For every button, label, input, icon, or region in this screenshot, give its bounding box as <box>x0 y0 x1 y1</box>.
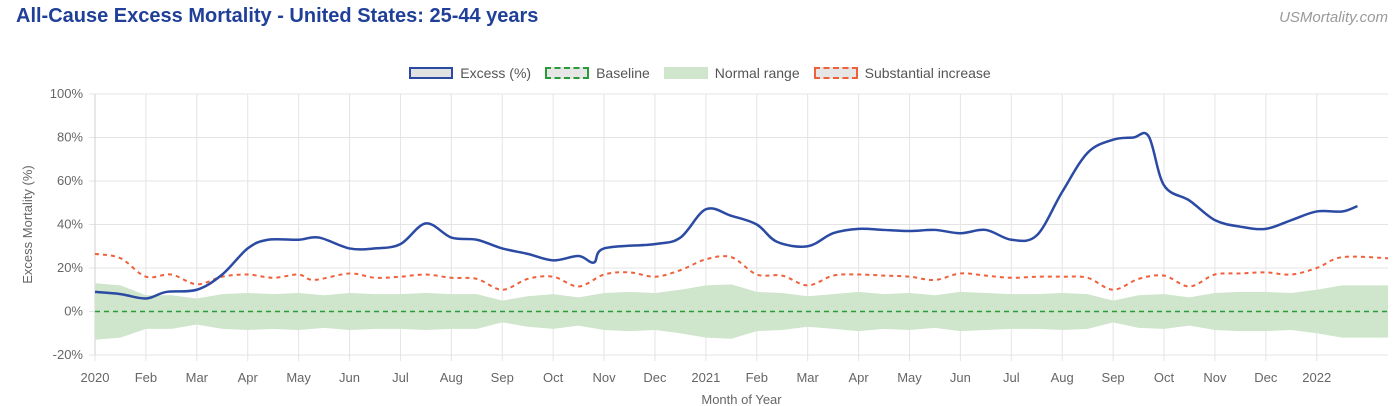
legend-swatch-normal-range <box>663 67 708 79</box>
x-axis-ticks: 2020 Feb Mar Apr May Jun Jul Aug Sep Oct Nov Dec 202… <box>81 370 1332 385</box>
x-tick-label: Dec <box>1254 370 1278 385</box>
excess-line[interactable] <box>94 131 1358 300</box>
x-tick-label: Jun <box>339 370 360 385</box>
x-tick-label: Mar <box>186 370 209 385</box>
series-layer <box>94 131 1389 313</box>
x-tick-label: May <box>897 370 922 385</box>
legend: Excess (%) Baseline Normal range Substan… <box>0 65 1400 81</box>
x-tick-label: Jul <box>1003 370 1020 385</box>
chart-title: All-Cause Excess Mortality - United Stat… <box>16 5 539 27</box>
brand-label[interactable]: USMortality.com <box>1279 9 1388 26</box>
x-tick-label: Oct <box>1154 370 1175 385</box>
x-tick-label: Sep <box>1102 370 1125 385</box>
y-tick-label: -20% <box>53 347 84 362</box>
x-tick-label: Nov <box>592 370 616 385</box>
y-tick-label: 60% <box>57 173 83 188</box>
y-tick-label: 0% <box>64 304 83 319</box>
legend-swatch-excess <box>409 67 454 79</box>
legend-item-excess[interactable]: Excess (%) <box>409 65 531 81</box>
y-axis-title: Excess Mortality (%) <box>20 165 35 283</box>
x-tick-label: Aug <box>440 370 463 385</box>
x-tick-label: Dec <box>643 370 667 385</box>
normal-range-band <box>95 283 1388 340</box>
x-tick-label: Jul <box>392 370 409 385</box>
y-tick-label: 100% <box>50 86 84 101</box>
x-tick-label: Jun <box>950 370 971 385</box>
legend-label-baseline: Baseline <box>596 65 650 81</box>
x-tick-label: Feb <box>746 370 768 385</box>
y-tick-label: 20% <box>57 260 83 275</box>
x-tick-label: 2022 <box>1302 370 1331 385</box>
x-tick-label: Sep <box>491 370 514 385</box>
legend-item-substantial[interactable]: Substantial increase <box>813 65 991 81</box>
x-tick-label: 2020 <box>81 370 110 385</box>
x-axis-title: Month of Year <box>701 392 782 406</box>
legend-label-substantial: Substantial increase <box>864 65 991 81</box>
x-tick-label: Mar <box>796 370 819 385</box>
legend-label-excess: Excess (%) <box>460 65 532 81</box>
normal-range-band-layer <box>95 283 1388 340</box>
x-tick-label: Aug <box>1051 370 1074 385</box>
x-tick-label: May <box>286 370 311 385</box>
y-tick-label: 40% <box>57 217 83 232</box>
x-tick-label: Oct <box>543 370 564 385</box>
legend-item-baseline[interactable]: Baseline <box>545 65 650 81</box>
y-axis-ticks: -20% 0% 20% 40% 60% 80% 100% <box>50 86 84 362</box>
y-tick-label: 80% <box>57 130 83 145</box>
x-tick-label: Feb <box>135 370 157 385</box>
x-tick-label: 2021 <box>691 370 720 385</box>
legend-swatch-substantial <box>813 67 858 79</box>
x-tick-label: Apr <box>848 370 869 385</box>
substantial-increase-line <box>94 252 1389 291</box>
legend-item-normal-range[interactable]: Normal range <box>663 65 800 81</box>
legend-label-normal-range: Normal range <box>714 65 800 81</box>
legend-swatch-baseline <box>545 67 590 79</box>
x-tick-label: Apr <box>238 370 259 385</box>
x-tick-label: Nov <box>1203 370 1227 385</box>
